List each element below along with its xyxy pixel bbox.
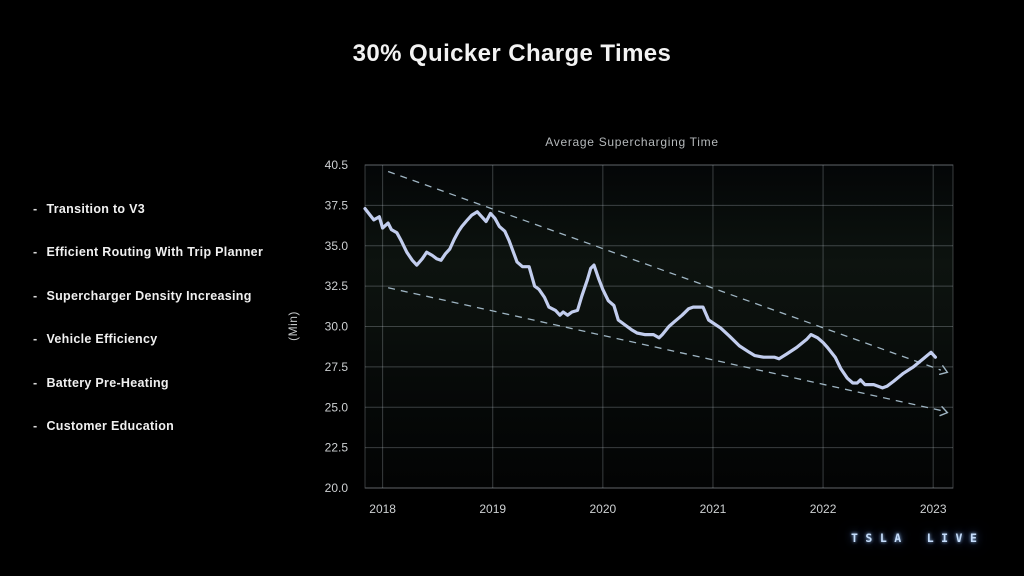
dash-bullet-icon: -: [33, 245, 38, 259]
arrow-icon: [939, 406, 949, 417]
dash-bullet-icon: -: [33, 288, 38, 303]
data-line: [363, 207, 938, 390]
y-tick-label: 25.0: [325, 400, 349, 414]
dash-bullet-icon: -: [33, 332, 38, 346]
trend-line-upper-channel: [387, 170, 949, 376]
y-tick-label: 40.5: [325, 158, 349, 172]
x-tick-label: 2023: [920, 502, 947, 516]
list-item: - Efficient Routing With Trip Planner: [33, 245, 263, 260]
list-item: - Supercharger Density Increasing: [33, 288, 263, 303]
plot-border: [364, 164, 954, 489]
dash-bullet-icon: -: [33, 201, 38, 216]
y-tick-label: 35.0: [325, 239, 349, 253]
y-tick-labels: 20.0 22.5 25.0 27.5 30.0 32.5 35.0 37.5 40.5: [325, 158, 349, 495]
gridlines: [365, 164, 953, 489]
y-tick-label: 30.0: [325, 320, 349, 334]
list-item-label: Efficient Routing With Trip Planner: [46, 245, 264, 259]
list-item: - Battery Pre-Heating: [33, 375, 263, 390]
x-tick-label: 2018: [369, 502, 396, 516]
y-tick-label: 20.0: [325, 481, 349, 495]
y-tick-label: 37.5: [325, 198, 349, 212]
watermark-word: TSLA: [851, 531, 909, 545]
list-item: - Vehicle Efficiency: [33, 332, 263, 347]
tsla-live-watermark: TSLA LIVE: [851, 531, 984, 545]
x-tick-label: 2021: [700, 502, 727, 516]
list-item: - Customer Education: [33, 419, 263, 434]
arrow-icon: [939, 365, 949, 376]
dash-bullet-icon: -: [33, 419, 38, 433]
list-item-label: Transition to V3: [46, 201, 146, 216]
y-tick-label: 27.5: [325, 360, 349, 374]
x-tick-labels: 2018 2019 2020 2021 2022 2023: [369, 502, 947, 516]
list-item-label: Customer Education: [46, 419, 175, 433]
x-tick-label: 2020: [589, 502, 616, 516]
watermark-word: LIVE: [926, 531, 985, 545]
key-points-list: - Transition to V3 - Efficient Routing W…: [33, 201, 263, 462]
x-tick-label: 2019: [479, 502, 506, 516]
list-item-label: Vehicle Efficiency: [46, 332, 158, 346]
y-tick-label: 32.5: [325, 279, 349, 293]
list-item: - Transition to V3: [33, 201, 263, 216]
page-title: 30% Quicker Charge Times: [352, 40, 672, 67]
plot-area: [365, 165, 953, 488]
list-item-label: Supercharger Density Increasing: [46, 288, 252, 303]
list-item-label: Battery Pre-Heating: [46, 375, 169, 390]
trend-line-lower-channel: [387, 287, 949, 417]
dash-bullet-icon: -: [33, 375, 38, 390]
chart-title: Average Supercharging Time: [545, 135, 719, 149]
y-tick-label: 22.5: [325, 441, 349, 455]
x-tick-label: 2022: [810, 502, 837, 516]
